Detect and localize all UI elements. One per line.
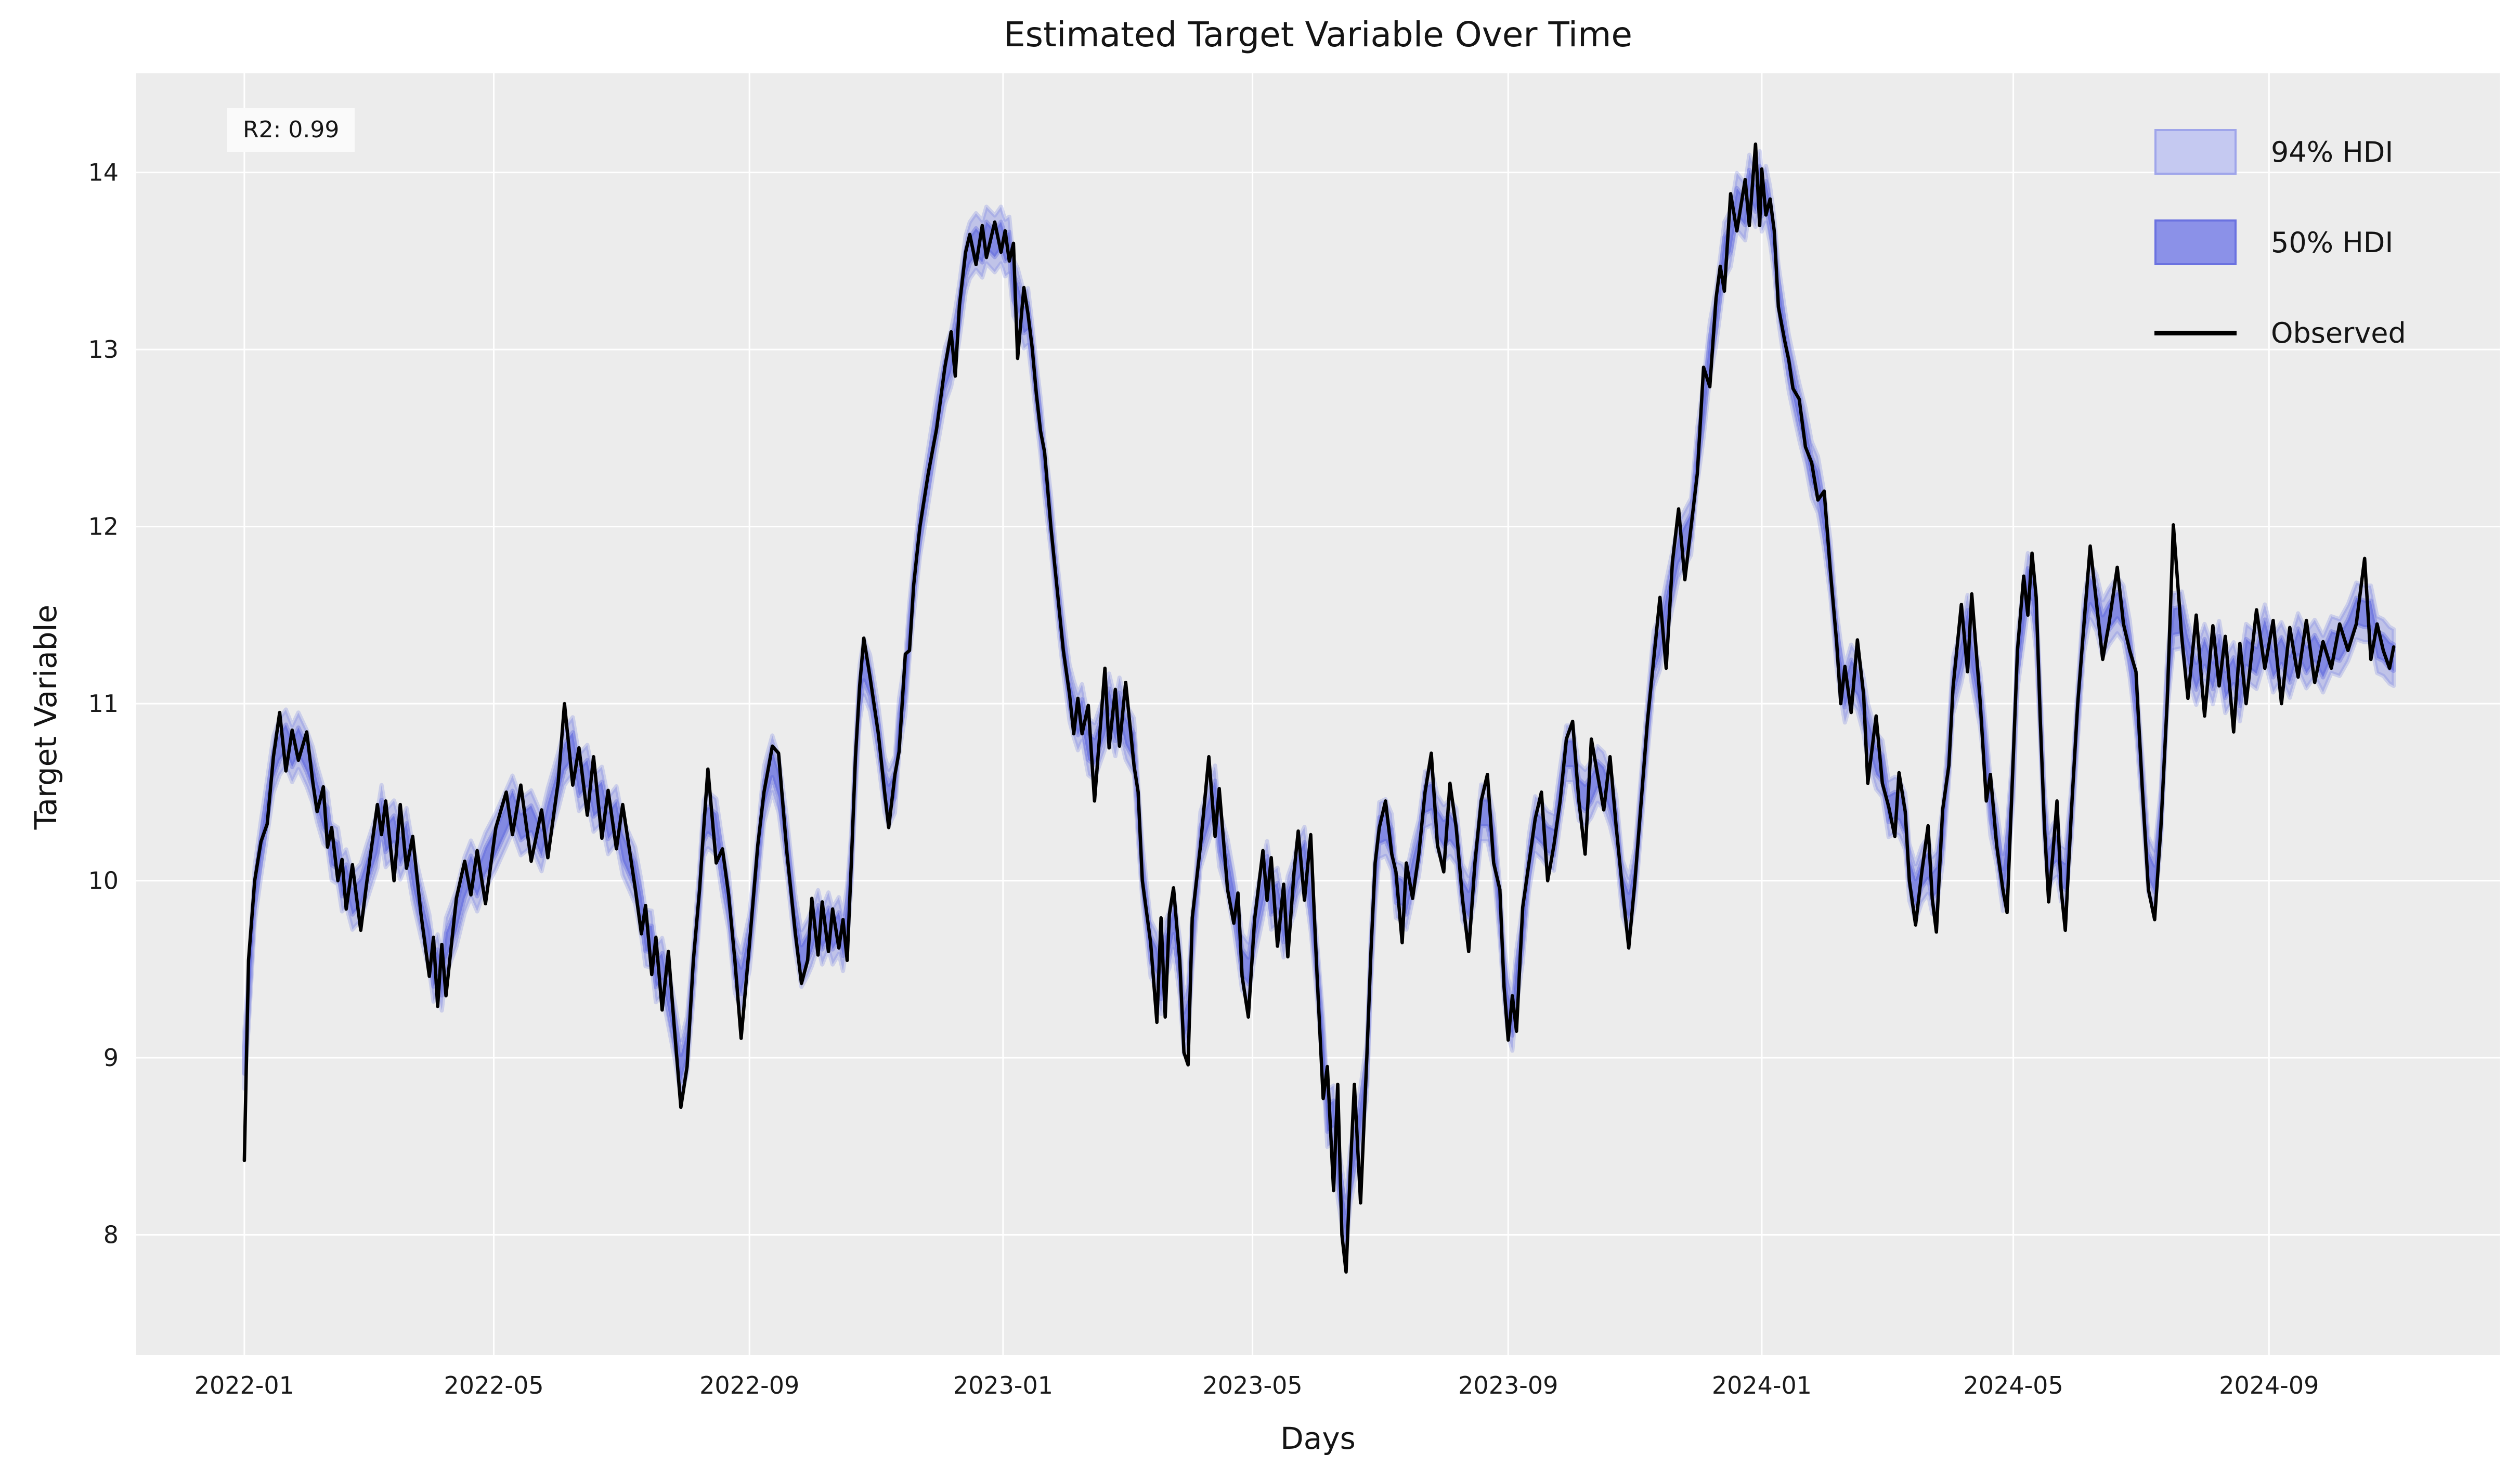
y-axis-label: Target Variable <box>28 604 63 830</box>
x-tick-label-2022-05: 2022-05 <box>444 1371 543 1399</box>
x-tick-label-2024-09: 2024-09 <box>2219 1371 2319 1399</box>
r2-annotation: R2: 0.99 <box>227 108 355 152</box>
legend-label-observed: Observed <box>2271 316 2406 349</box>
observed-line <box>242 142 2396 1274</box>
x-tick-label-2022-01: 2022-01 <box>194 1371 294 1399</box>
x-tick-label-2024-01: 2024-01 <box>1712 1371 1812 1399</box>
y-tick-label-13: 13 <box>88 335 119 363</box>
y-tick-label-9: 9 <box>103 1044 119 1072</box>
y-tick-label-8: 8 <box>103 1221 119 1249</box>
observed-line-swatch-icon <box>2154 330 2237 335</box>
y-tick-label-11: 11 <box>88 690 119 718</box>
hdi-94-band <box>242 149 2396 1257</box>
x-tick-label-2023-05: 2023-05 <box>1202 1371 1302 1399</box>
y-tick-label-12: 12 <box>88 513 119 541</box>
y-tick-label-10: 10 <box>88 867 119 895</box>
legend-item-observed: Observed <box>2154 307 2406 359</box>
y-tick-label-14: 14 <box>88 159 119 187</box>
legend-label-50-hdi: 50% HDI <box>2271 226 2394 259</box>
x-tick-label-2023-01: 2023-01 <box>953 1371 1053 1399</box>
x-tick-label-2022-09: 2022-09 <box>699 1371 799 1399</box>
x-tick-label-2024-05: 2024-05 <box>1964 1371 2063 1399</box>
hdi-94-swatch-icon <box>2154 129 2237 175</box>
legend-item-94-hdi: 94% HDI <box>2154 126 2406 178</box>
legend-item-50-hdi: 50% HDI <box>2154 216 2406 268</box>
legend-label-94-hdi: 94% HDI <box>2271 135 2394 168</box>
x-axis-label: Days <box>1280 1421 1356 1456</box>
x-tick-label-2023-09: 2023-09 <box>1458 1371 1558 1399</box>
plot-area <box>136 73 2500 1355</box>
chart-title: Estimated Target Variable Over Time <box>1003 15 1632 55</box>
hdi-50-swatch-icon <box>2154 219 2237 265</box>
legend: 94% HDI 50% HDI Observed <box>2154 126 2406 359</box>
